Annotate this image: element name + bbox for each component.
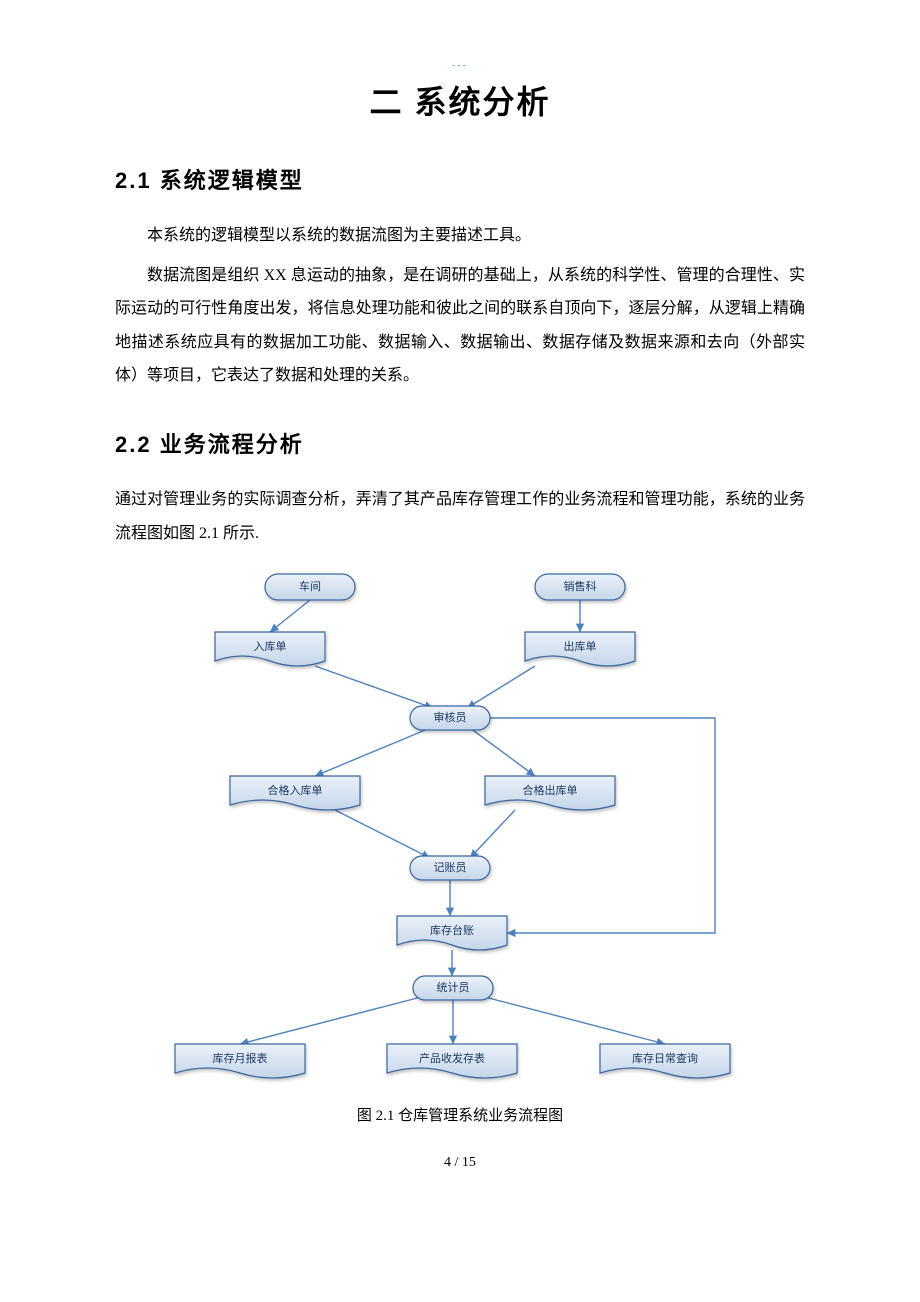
page-title: 二 系统分析 — [115, 77, 805, 123]
node-chejian: 车间 — [265, 574, 355, 600]
svg-text:统计员: 统计员 — [437, 981, 470, 994]
node-rccx: 库存日常查询 — [600, 1044, 730, 1078]
node-jizhang: 记账员 — [410, 856, 490, 880]
svg-text:库存台账: 库存台账 — [430, 923, 474, 937]
top-mark: --- — [115, 60, 805, 71]
svg-text:库存月报表: 库存月报表 — [213, 1051, 268, 1065]
paragraph-3: 通过对管理业务的实际调查分析，弄清了其产品库存管理工作的业务流程和管理功能，系统… — [115, 483, 805, 550]
node-hgck: 合格出库单 — [485, 776, 615, 810]
svg-text:出库单: 出库单 — [564, 639, 597, 653]
svg-text:记账员: 记账员 — [434, 861, 467, 874]
paragraph-1: 本系统的逻辑模型以系统的数据流图为主要描述工具。 — [115, 219, 805, 253]
svg-text:库存日常查询: 库存日常查询 — [632, 1051, 698, 1065]
node-ybb: 库存月报表 — [175, 1044, 305, 1078]
figure-caption: 图 2.1 仓库管理系统业务流程图 — [115, 1104, 805, 1125]
node-sfc: 产品收发存表 — [387, 1044, 517, 1078]
svg-text:审核员: 审核员 — [434, 710, 467, 724]
svg-text:销售科: 销售科 — [564, 579, 597, 593]
paragraph-2: 数据流图是组织 XX 息运动的抽象，是在调研的基础上，从系统的科学性、管理的合理… — [115, 259, 805, 393]
node-chukudan: 出库单 — [525, 632, 635, 666]
node-hgrk: 合格入库单 — [230, 776, 360, 810]
svg-text:合格出库单: 合格出库单 — [523, 783, 578, 797]
node-kucun: 库存台账 — [397, 916, 507, 950]
node-xiaoshou: 销售科 — [535, 574, 625, 600]
svg-text:入库单: 入库单 — [254, 640, 287, 653]
page-number: 4 / 15 — [115, 1155, 805, 1171]
node-rukudan: 入库单 — [215, 632, 325, 666]
svg-text:合格入库单: 合格入库单 — [268, 783, 323, 797]
svg-text:车间: 车间 — [299, 579, 321, 593]
svg-text:产品收发存表: 产品收发存表 — [419, 1051, 485, 1065]
heading-2-1: 2.1 系统逻辑模型 — [115, 163, 805, 195]
node-tongji: 统计员 — [413, 976, 493, 1000]
flowchart: 车间 销售科入库单 出库单审核员合格入库单 合格出库单记账员库存台账统计员库存月报表 产… — [155, 556, 765, 1096]
heading-2-2: 2.2 业务流程分析 — [115, 427, 805, 459]
flowchart-svg: 车间 销售科入库单 出库单审核员合格入库单 合格出库单记账员库存台账统计员库存月报表 产… — [155, 556, 765, 1096]
node-shenhe: 审核员 — [410, 706, 490, 730]
